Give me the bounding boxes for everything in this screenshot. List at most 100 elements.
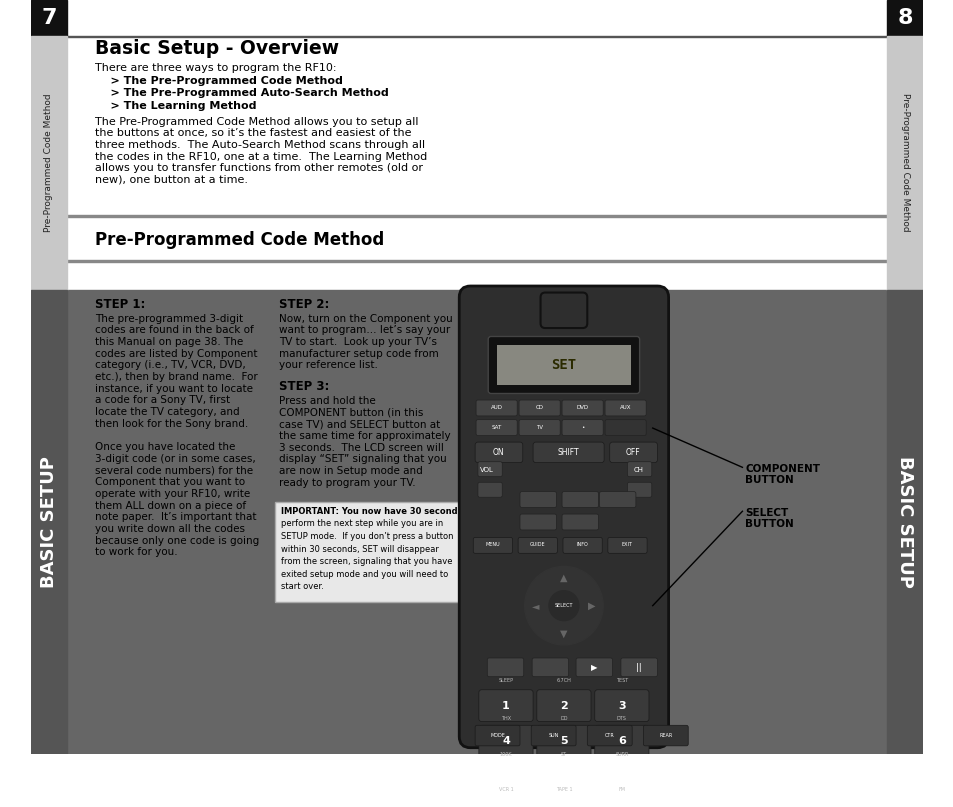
Text: DVD: DVD (576, 405, 588, 410)
FancyBboxPatch shape (598, 491, 636, 508)
Text: VOL: VOL (480, 467, 494, 473)
Text: manufacturer setup code from: manufacturer setup code from (278, 349, 438, 359)
Bar (31, 36, 67, 290)
Text: SETUP mode.  If you don’t press a button: SETUP mode. If you don’t press a button (280, 532, 453, 541)
Text: MENU: MENU (485, 542, 499, 547)
Text: 3 seconds.  The LCD screen will: 3 seconds. The LCD screen will (278, 443, 443, 453)
Text: 1: 1 (501, 700, 509, 711)
Text: TAPE 1: TAPE 1 (555, 788, 572, 792)
Text: them ALL down on a piece of: them ALL down on a piece of (94, 500, 246, 511)
Text: the codes in the RF10, one at a time.  The Learning Method: the codes in the RF10, one at a time. Th… (94, 152, 427, 161)
Text: Pre-Programmed Code Method: Pre-Programmed Code Method (45, 94, 53, 232)
Text: your reference list.: your reference list. (278, 361, 377, 370)
FancyBboxPatch shape (518, 420, 559, 436)
Text: SELECT
BUTTON: SELECT BUTTON (744, 508, 793, 529)
Text: BASIC SETUP: BASIC SETUP (40, 456, 58, 588)
Text: SLEEP: SLEEP (498, 678, 513, 683)
Text: STEP 2:: STEP 2: (278, 299, 329, 312)
Text: 4: 4 (501, 736, 509, 746)
FancyBboxPatch shape (609, 442, 657, 462)
FancyBboxPatch shape (478, 761, 533, 792)
Text: VCR 1: VCR 1 (498, 788, 513, 792)
Text: > The Learning Method: > The Learning Method (94, 101, 256, 111)
Text: CD: CD (535, 405, 543, 410)
FancyBboxPatch shape (478, 797, 533, 807)
Text: DTS: DTS (617, 717, 626, 721)
Text: SET: SET (551, 358, 576, 371)
FancyBboxPatch shape (537, 690, 591, 721)
FancyBboxPatch shape (642, 725, 687, 746)
Text: Once you have located the: Once you have located the (94, 442, 234, 452)
Text: codes are listed by Component: codes are listed by Component (94, 349, 257, 359)
Text: SAT: SAT (491, 424, 501, 429)
FancyBboxPatch shape (475, 442, 522, 462)
Text: DD: DD (559, 717, 567, 721)
Bar (67, 290, 886, 755)
Text: SUN: SUN (548, 733, 558, 738)
Text: There are three ways to program the RF10:: There are three ways to program the RF10… (94, 63, 335, 73)
Bar (67, 36, 886, 37)
FancyBboxPatch shape (532, 658, 568, 677)
Text: 8: 8 (897, 8, 912, 27)
Text: the same time for approximately: the same time for approximately (278, 431, 450, 441)
Text: etc.), then by brand name.  For: etc.), then by brand name. For (94, 372, 257, 383)
Text: ready to program your TV.: ready to program your TV. (278, 478, 416, 487)
Text: 3-digit code (or in some cases,: 3-digit code (or in some cases, (94, 454, 255, 464)
Text: 100K: 100K (499, 752, 512, 757)
Text: to work for you.: to work for you. (94, 547, 177, 558)
Text: note paper.  It’s important that: note paper. It’s important that (94, 512, 256, 522)
Text: The pre-programmed 3-digit: The pre-programmed 3-digit (94, 314, 243, 324)
Text: TEST: TEST (615, 678, 627, 683)
FancyBboxPatch shape (487, 658, 523, 677)
Text: IMPORTANT: You now have 30 seconds to: IMPORTANT: You now have 30 seconds to (280, 507, 475, 516)
Text: start over.: start over. (280, 583, 323, 592)
Text: because only one code is going: because only one code is going (94, 536, 258, 546)
Text: Pre-Programmed Code Method: Pre-Programmed Code Method (94, 231, 383, 249)
Text: allows you to transfer functions from other remotes (old or: allows you to transfer functions from ot… (94, 163, 422, 174)
Text: case TV) and SELECT button at: case TV) and SELECT button at (278, 420, 439, 429)
FancyBboxPatch shape (274, 502, 477, 602)
Text: > The Pre-Programmed Code Method: > The Pre-Programmed Code Method (94, 77, 342, 86)
Text: then look for the Sony brand.: then look for the Sony brand. (94, 419, 248, 429)
Text: this Manual on page 38. The: this Manual on page 38. The (94, 337, 243, 347)
FancyBboxPatch shape (540, 293, 587, 328)
Text: AUX: AUX (619, 405, 631, 410)
FancyBboxPatch shape (531, 725, 576, 746)
Text: •: • (580, 424, 583, 429)
Text: STEP 1:: STEP 1: (94, 299, 145, 312)
Text: Basic Setup - Overview: Basic Setup - Overview (94, 39, 338, 58)
Text: ST: ST (560, 752, 566, 757)
FancyBboxPatch shape (517, 537, 557, 554)
Text: EXIT: EXIT (621, 542, 632, 547)
Text: SELECT: SELECT (554, 603, 573, 608)
Bar (31, 290, 67, 755)
Bar (886, 36, 922, 290)
Bar (886, 290, 922, 755)
Text: 2: 2 (559, 700, 567, 711)
Text: from the screen, signaling that you have: from the screen, signaling that you have (280, 557, 452, 567)
Text: the buttons at once, so it’s the fastest and easiest of the: the buttons at once, so it’s the fastest… (94, 128, 411, 138)
Text: Pre-Programmed Code Method: Pre-Programmed Code Method (900, 94, 908, 232)
Text: several code numbers) for the: several code numbers) for the (94, 466, 253, 475)
FancyBboxPatch shape (537, 725, 591, 757)
Circle shape (548, 591, 578, 621)
Text: codes are found in the back of: codes are found in the back of (94, 325, 253, 336)
Text: display “SET” signaling that you: display “SET” signaling that you (278, 454, 446, 464)
Text: OFF: OFF (625, 448, 639, 457)
FancyBboxPatch shape (561, 491, 598, 508)
Text: MODE: MODE (490, 733, 504, 738)
Text: COMPONENT button (in this: COMPONENT button (in this (278, 408, 423, 418)
FancyBboxPatch shape (476, 420, 517, 436)
Text: REAR: REAR (659, 733, 672, 738)
Text: SURR: SURR (615, 752, 628, 757)
Text: CTR: CTR (604, 733, 614, 738)
FancyBboxPatch shape (561, 420, 602, 436)
Text: ||: || (635, 663, 641, 672)
Text: BASIC SETUP: BASIC SETUP (895, 456, 913, 588)
Text: INFO: INFO (577, 542, 588, 547)
FancyBboxPatch shape (594, 761, 648, 792)
Text: exited setup mode and you will need to: exited setup mode and you will need to (280, 570, 448, 579)
Text: category (i.e., TV, VCR, DVD,: category (i.e., TV, VCR, DVD, (94, 361, 245, 370)
Bar (67, 215, 886, 217)
Text: ON: ON (492, 448, 504, 457)
